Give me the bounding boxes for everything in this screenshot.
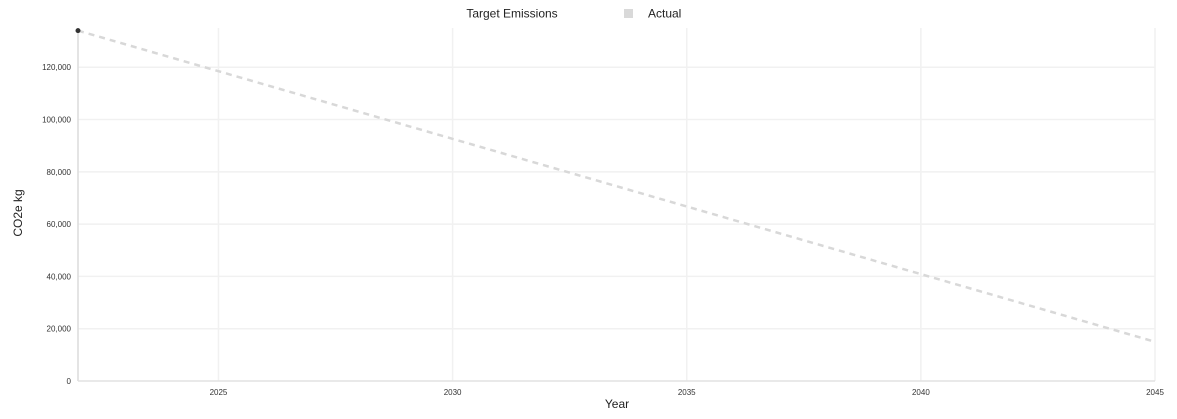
y-tick-label: 80,000: [47, 168, 72, 177]
y-tick-label: 120,000: [42, 63, 71, 72]
legend-label: Actual: [648, 7, 681, 21]
legend: Target Emissions Actual: [466, 7, 681, 21]
legend-swatch: [624, 9, 633, 18]
legend-item-actual[interactable]: Actual: [624, 7, 681, 21]
legend-item-target-emissions[interactable]: Target Emissions: [466, 7, 557, 21]
y-axis-title: CO2e kg: [11, 189, 25, 236]
axes: 0 20,000 40,000 60,000 80,000 100,000 120,000 2…: [42, 28, 1164, 397]
grid: [78, 28, 1156, 381]
x-tick-label: 2025: [210, 388, 228, 397]
series: [75, 28, 1156, 343]
actual-data-point: [75, 28, 81, 34]
x-tick-label: 2035: [678, 388, 696, 397]
y-tick-label: 20,000: [47, 325, 72, 334]
y-tick-label: 40,000: [47, 272, 72, 281]
legend-label: Target Emissions: [466, 7, 557, 21]
target-emissions-line: [77, 29, 1156, 343]
y-tick-label: 0: [67, 377, 72, 386]
x-tick-label: 2030: [444, 388, 462, 397]
x-tick-label: 2045: [1146, 388, 1164, 397]
y-tick-label: 60,000: [47, 220, 72, 229]
x-axis-title: Year: [605, 397, 629, 411]
y-tick-label: 100,000: [42, 116, 71, 125]
x-tick-label: 2040: [912, 388, 930, 397]
